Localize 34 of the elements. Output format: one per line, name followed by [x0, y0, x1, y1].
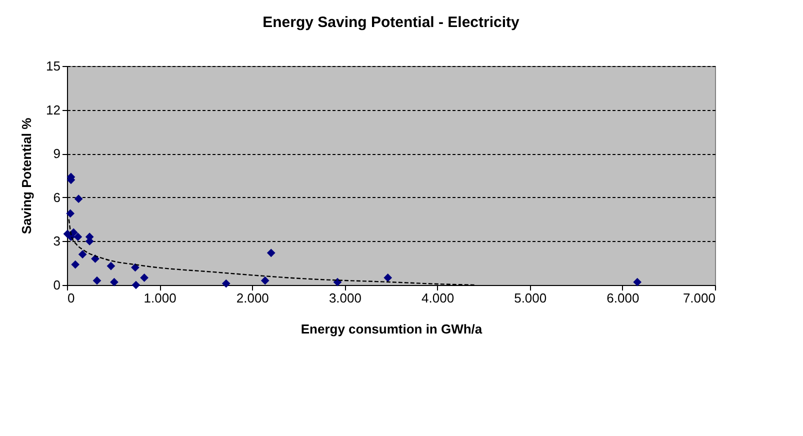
point — [633, 278, 642, 286]
x-tick-label: 2.000 — [236, 290, 269, 306]
point — [106, 262, 116, 270]
y-tick-label: 6 — [53, 190, 60, 205]
point — [71, 260, 80, 269]
point — [74, 194, 83, 204]
point — [333, 278, 342, 286]
point — [260, 276, 270, 285]
chart-title: Energy Saving Potential - Electricity — [262, 14, 520, 31]
x-tick-label: 4.000 — [422, 290, 454, 306]
x-tick-label: 6.000 — [606, 290, 640, 306]
x-tick-label: 5.000 — [514, 290, 547, 306]
y-tick-label: 9 — [53, 146, 60, 162]
point — [132, 280, 140, 290]
point — [92, 276, 102, 285]
y-tick-label: 0 — [53, 278, 60, 292]
point — [66, 209, 75, 218]
x-tick-label: 1.000 — [144, 290, 176, 306]
point — [222, 279, 230, 288]
x-tick-label: 7.000 — [682, 290, 716, 306]
point — [140, 274, 148, 282]
y-tick-label: 12 — [46, 102, 60, 118]
point — [78, 250, 87, 259]
point — [384, 274, 392, 282]
y-axis-title: Saving Potential % — [19, 117, 34, 234]
point — [266, 248, 276, 258]
y-tick-label: 15 — [46, 58, 60, 74]
point — [69, 228, 78, 237]
point — [110, 278, 118, 286]
point — [74, 232, 82, 242]
y-tick-label: 3 — [53, 234, 60, 249]
x-axis-title: Energy consumtion in GWh/a — [300, 322, 483, 336]
x-tick-label: 3.000 — [328, 290, 362, 306]
x-tick-label: 0 — [68, 290, 75, 306]
